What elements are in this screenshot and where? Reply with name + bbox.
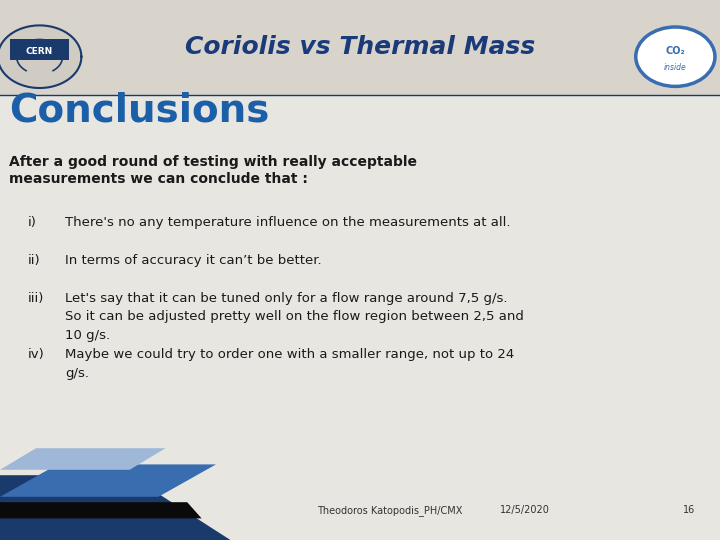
- Text: measurements we can conclude that :: measurements we can conclude that :: [9, 172, 307, 186]
- Text: ii): ii): [27, 254, 40, 267]
- Text: CO₂: CO₂: [665, 46, 685, 56]
- Text: Maybe we could try to order one with a smaller range, not up to 24
g/s.: Maybe we could try to order one with a s…: [65, 348, 514, 380]
- Polygon shape: [0, 475, 230, 540]
- Polygon shape: [0, 464, 216, 497]
- Text: i): i): [27, 216, 36, 229]
- Polygon shape: [0, 502, 202, 518]
- Text: CERN: CERN: [26, 47, 53, 56]
- Text: inside: inside: [664, 63, 687, 72]
- Polygon shape: [0, 448, 166, 470]
- Bar: [0, 0, 720, 94]
- Text: Conclusions: Conclusions: [9, 92, 269, 130]
- Text: Theodoros Katopodis_PH/CMX: Theodoros Katopodis_PH/CMX: [317, 505, 462, 516]
- Circle shape: [636, 27, 715, 86]
- Text: iv): iv): [27, 348, 44, 361]
- Text: Let's say that it can be tuned only for a flow range around 7,5 g/s.
So it can b: Let's say that it can be tuned only for …: [65, 292, 523, 342]
- Text: iii): iii): [27, 292, 44, 305]
- Text: In terms of accuracy it can’t be better.: In terms of accuracy it can’t be better.: [65, 254, 321, 267]
- Text: Coriolis vs Thermal Mass: Coriolis vs Thermal Mass: [185, 35, 535, 59]
- Text: After a good round of testing with really acceptable: After a good round of testing with reall…: [9, 155, 417, 169]
- Circle shape: [0, 25, 81, 88]
- Bar: [10, 39, 69, 60]
- Text: 12/5/2020: 12/5/2020: [500, 505, 550, 515]
- Text: 16: 16: [683, 505, 695, 515]
- Text: There's no any temperature influence on the measurements at all.: There's no any temperature influence on …: [65, 216, 510, 229]
